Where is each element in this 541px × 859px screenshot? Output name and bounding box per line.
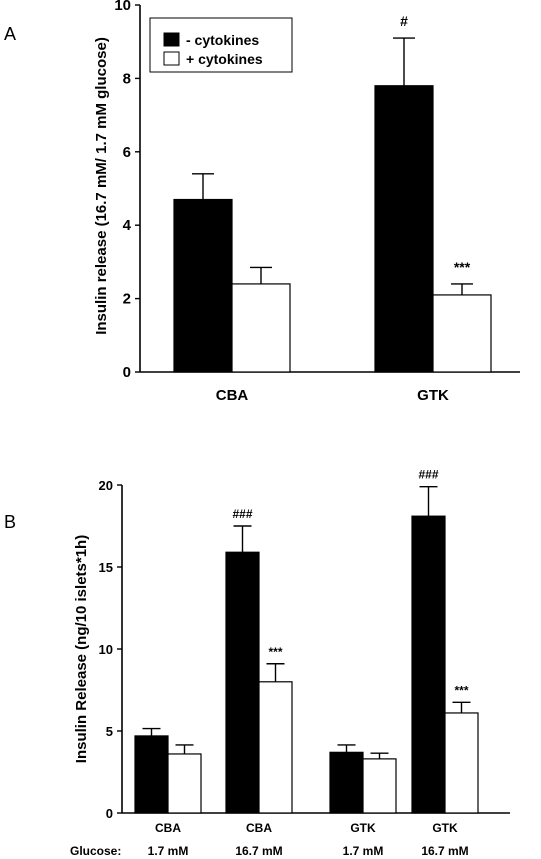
panel-a-marks: 0 2 4 6 8 10 CBA # *** GTK bbox=[114, 0, 520, 404]
significance-marker: # bbox=[400, 13, 408, 29]
y-tick-label: 0 bbox=[123, 364, 131, 381]
y-tick-label: 5 bbox=[106, 724, 113, 739]
category-label: GTK bbox=[432, 821, 458, 835]
significance-marker: *** bbox=[454, 683, 468, 697]
bar-minus-cytokines bbox=[374, 85, 434, 373]
bar-plus-cytokines bbox=[167, 753, 202, 814]
category-label: CBA bbox=[246, 821, 272, 835]
y-tick-label: 10 bbox=[114, 0, 131, 14]
legend-swatch-minus-cytokines bbox=[163, 32, 180, 47]
glucose-label: 16.7 mM bbox=[235, 844, 282, 858]
y-tick-label: 20 bbox=[99, 478, 113, 493]
bar-minus-cytokines bbox=[411, 515, 446, 814]
bar-plus-cytokines bbox=[432, 294, 492, 373]
bar-plus-cytokines bbox=[444, 712, 479, 814]
bar-minus-cytokines bbox=[225, 551, 260, 814]
glucose-label: 1.7 mM bbox=[148, 844, 189, 858]
bar-minus-cytokines bbox=[173, 198, 233, 373]
category-label: CBA bbox=[216, 387, 249, 404]
bar-plus-cytokines bbox=[231, 283, 291, 373]
bar-plus-cytokines bbox=[258, 681, 293, 814]
panel-b: B 0 5 10 15 20 CBA 1.7 mM ### *** CBA 16.7 mM GTK 1.… bbox=[4, 468, 510, 858]
y-tick-label: 0 bbox=[106, 806, 113, 821]
glucose-row-label: Glucose: bbox=[70, 844, 121, 858]
panel-a-legend: - cytokines + cytokines bbox=[149, 17, 293, 73]
bar-minus-cytokines bbox=[329, 751, 364, 814]
bar-plus-cytokines bbox=[362, 758, 397, 814]
legend-label-minus-cytokines: - cytokines bbox=[186, 32, 259, 48]
significance-marker: ### bbox=[418, 468, 438, 482]
significance-marker: *** bbox=[454, 259, 471, 275]
bar-minus-cytokines bbox=[134, 735, 169, 814]
panel-b-y-axis-label: Insulin Release (ng/10 islets*1h) bbox=[73, 535, 90, 763]
significance-marker: ### bbox=[232, 507, 252, 521]
category-label: GTK bbox=[350, 821, 376, 835]
glucose-label: 16.7 mM bbox=[421, 844, 468, 858]
panel-b-label: B bbox=[4, 512, 16, 532]
category-label: CBA bbox=[155, 821, 181, 835]
y-tick-label: 4 bbox=[123, 217, 132, 234]
y-tick-label: 8 bbox=[123, 70, 131, 87]
y-tick-label: 2 bbox=[123, 291, 131, 308]
category-label: GTK bbox=[417, 387, 449, 404]
y-tick-label: 6 bbox=[123, 144, 131, 161]
panel-a-y-axis-label: Insulin release (16.7 mM/ 1.7 mM glucose… bbox=[93, 37, 110, 335]
y-tick-label: 15 bbox=[99, 560, 113, 575]
panel-a: A 0 2 4 6 8 10 CBA # *** GTK Insulin release (16.… bbox=[4, 0, 520, 404]
y-tick-label: 10 bbox=[99, 642, 113, 657]
legend-label-plus-cytokines: + cytokines bbox=[186, 51, 263, 67]
significance-marker: *** bbox=[268, 645, 282, 659]
glucose-label: 1.7 mM bbox=[343, 844, 384, 858]
panel-b-marks: 0 5 10 15 20 CBA 1.7 mM ### *** CBA 16.7 mM GTK 1.7 … bbox=[99, 468, 510, 858]
panel-a-label: A bbox=[4, 24, 16, 44]
legend-swatch-plus-cytokines bbox=[163, 51, 180, 66]
